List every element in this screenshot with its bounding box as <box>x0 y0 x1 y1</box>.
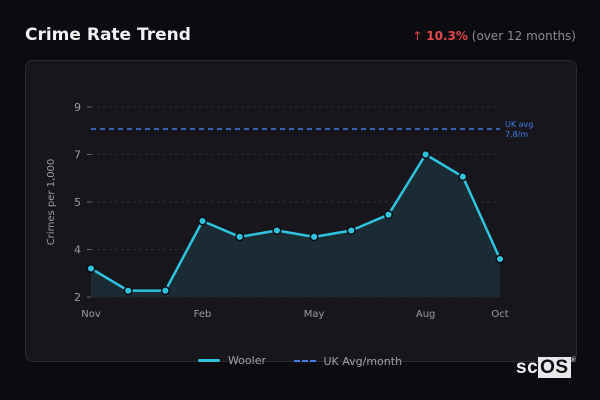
svg-text:Feb: Feb <box>194 309 212 320</box>
svg-text:UK avg: UK avg <box>505 120 533 129</box>
trend-change: ↑ 10.3% (over 12 months) <box>412 29 576 43</box>
svg-text:Aug: Aug <box>416 309 436 320</box>
legend-item-wooler[interactable]: Wooler <box>197 354 266 367</box>
svg-text:2: 2 <box>74 291 81 304</box>
legend-label: Wooler <box>227 354 266 367</box>
svg-text:7.8/m: 7.8/m <box>505 130 528 139</box>
legend-label: UK Avg/month <box>323 354 403 368</box>
dashed-line-icon <box>293 360 316 362</box>
svg-text:4: 4 <box>74 244 81 257</box>
change-percent: 10.3% <box>426 29 468 43</box>
chart-card <box>25 60 577 362</box>
solid-line-icon <box>197 359 220 362</box>
svg-text:7: 7 <box>74 149 81 162</box>
svg-text:Crimes per 1,000: Crimes per 1,000 <box>46 159 57 246</box>
svg-text:May: May <box>304 309 325 320</box>
svg-text:Oct: Oct <box>491 309 508 320</box>
scos-logo: sc OS ® <box>516 357 577 378</box>
legend: Wooler UK Avg/month <box>0 352 600 368</box>
svg-text:9: 9 <box>74 101 81 114</box>
legend-item-uk-avg[interactable]: UK Avg/month <box>293 354 403 368</box>
svg-text:Nov: Nov <box>81 309 101 320</box>
change-period: (over 12 months) <box>471 29 576 43</box>
chart-title: Crime Rate Trend <box>25 25 191 45</box>
arrow-up-icon: ↑ <box>412 29 423 43</box>
svg-text:5: 5 <box>74 196 81 209</box>
